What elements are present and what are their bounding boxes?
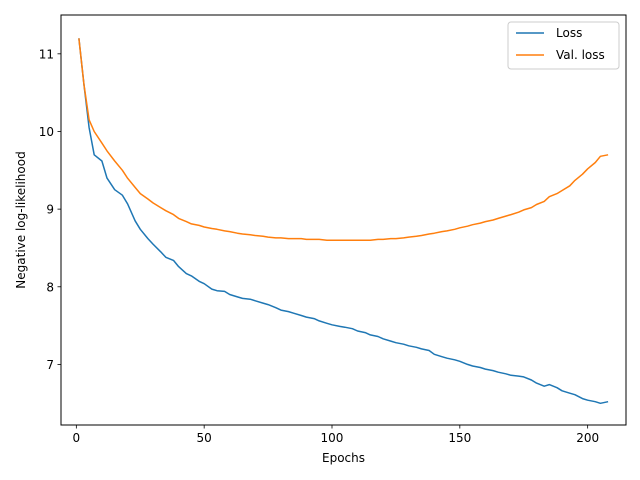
- loss-line: [78, 38, 609, 405]
- y-tick-label: 9: [46, 203, 54, 217]
- x-tick-label: 150: [448, 431, 471, 445]
- val-loss-line: [78, 38, 609, 241]
- x-axis-title: Epochs: [322, 451, 365, 465]
- legend-label-val-loss: Val. loss: [556, 48, 605, 62]
- x-tick-label: 200: [576, 431, 599, 445]
- legend: Loss Val. loss: [507, 21, 620, 70]
- axes-frame: [60, 14, 627, 426]
- y-tick-label: 7: [46, 358, 54, 372]
- series-layer: [78, 38, 609, 405]
- y-tick-label: 8: [46, 280, 54, 294]
- x-tick-label: 100: [321, 431, 344, 445]
- x-tick-label: 0: [73, 431, 81, 445]
- legend-label-loss: Loss: [556, 26, 582, 40]
- y-tick-label: 11: [39, 47, 54, 61]
- plot-area: [61, 15, 626, 425]
- x-tick-label: 50: [197, 431, 212, 445]
- y-tick-label: 10: [39, 125, 54, 139]
- y-axis-title: Negative log-likelihood: [14, 151, 28, 288]
- tick-layer: 0 50 100 150 200 7 8 9 10 11: [39, 47, 599, 445]
